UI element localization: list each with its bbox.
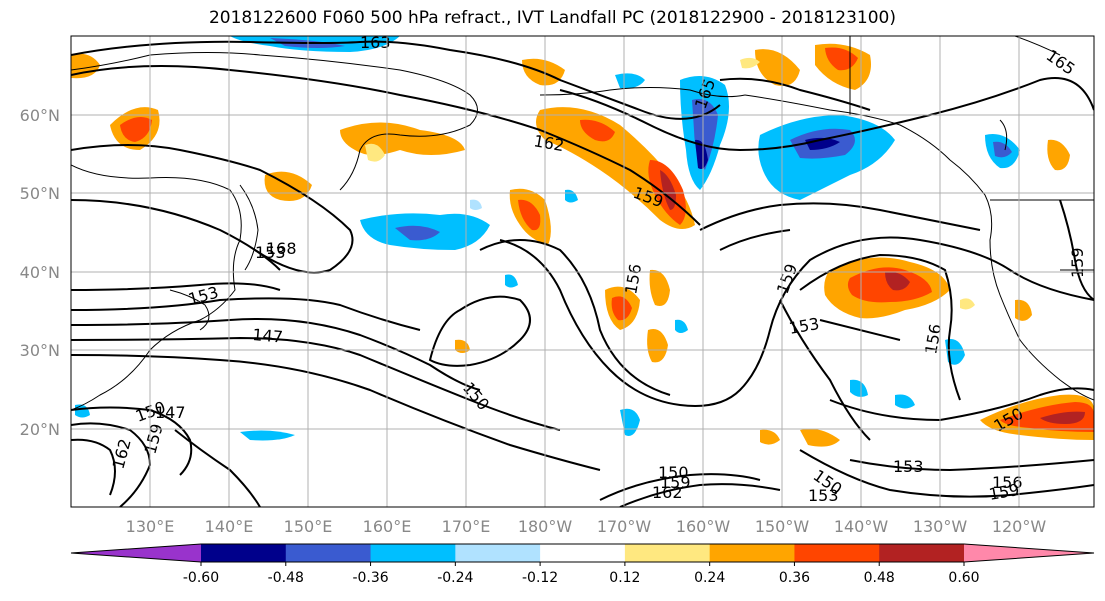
contour-label: 162 [652, 483, 683, 502]
lon-labels: 130°E 140°E 150°E 160°E 170°E 180°W 170°… [126, 517, 1047, 536]
shading-layer [71, 36, 1094, 447]
contour-label: 163 [360, 33, 391, 52]
colorbar-swatch [879, 544, 965, 562]
colorbar-swatch [455, 544, 541, 562]
coastlines [71, 36, 1094, 411]
lon-label: 150°W [755, 517, 810, 536]
colorbar-tick-label: -0.24 [437, 570, 473, 586]
contour-label: 168 [266, 239, 297, 258]
contour-label: 147 [155, 403, 186, 422]
contour-label: 150 [658, 463, 689, 482]
colorbar-swatch [285, 544, 372, 562]
map-border [70, 35, 1095, 508]
contour-label: 156 [992, 473, 1023, 492]
lon-label: 180°W [518, 517, 573, 536]
lon-label: 130°E [126, 517, 175, 536]
colorbar: -0.60 -0.48 -0.36 -0.24 -0.12 0.12 0.24 0.36 0.4… [70, 543, 1095, 586]
lat-label: 50°N [20, 184, 60, 203]
colorbar-swatch [624, 544, 711, 562]
contour-lines [71, 40, 1094, 507]
lat-label: 60°N [20, 106, 60, 125]
contour-label: 153 [808, 486, 839, 505]
colorbar-extend-min [71, 544, 201, 562]
lat-label: 30°N [20, 341, 60, 360]
colorbar-tick-label: -0.12 [522, 570, 558, 586]
colorbar-swatch [709, 544, 795, 562]
contour-label: 147 [252, 325, 284, 347]
contour-label: 159 [660, 473, 691, 492]
contour-label: 159 [1068, 247, 1087, 278]
colorbar-tick-label: -0.48 [268, 570, 304, 586]
colorbar-tick-label: 0.12 [609, 570, 640, 586]
lon-label: 160°E [363, 517, 412, 536]
gridlines [71, 36, 1094, 507]
lat-label: 20°N [20, 420, 60, 439]
colorbar-tick-label: 0.36 [779, 570, 810, 586]
lat-label: 40°N [20, 263, 60, 282]
lon-label: 160°W [676, 517, 731, 536]
lon-label: 130°W [913, 517, 968, 536]
colorbar-extend-max [964, 544, 1094, 562]
lon-label: 170°E [442, 517, 491, 536]
figure-title: 2018122600 F060 500 hPa refract., IVT La… [208, 8, 896, 28]
lon-label: 170°W [597, 517, 652, 536]
colorbar-swatch [794, 544, 880, 562]
contour-label: 153 [255, 243, 286, 262]
colorbar-tick-label: -0.36 [352, 570, 388, 586]
colorbar-tick-label: 0.48 [864, 570, 895, 586]
colorbar-swatch [201, 544, 287, 562]
colorbar-swatch [370, 544, 456, 562]
lon-label: 120°W [992, 517, 1047, 536]
lon-label: 140°W [834, 517, 889, 536]
lon-label: 150°E [284, 517, 333, 536]
lon-label: 140°E [205, 517, 254, 536]
colorbar-swatch [540, 544, 626, 562]
lat-labels: 60°N 50°N 40°N 30°N 20°N [20, 106, 60, 439]
colorbar-tick-label: 0.24 [694, 570, 725, 586]
colorbar-tick-label: 0.60 [948, 570, 979, 586]
contour-label: 153 [893, 457, 924, 476]
colorbar-tick-label: -0.60 [183, 570, 219, 586]
